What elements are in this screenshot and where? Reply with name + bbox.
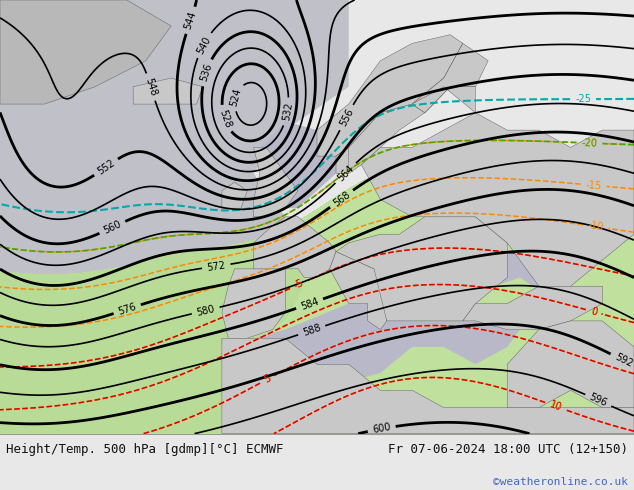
- Text: 560: 560: [102, 219, 123, 236]
- Text: -15: -15: [585, 180, 602, 191]
- Text: 584: 584: [299, 296, 320, 312]
- Polygon shape: [412, 44, 488, 113]
- Text: 5: 5: [262, 373, 272, 385]
- Text: -20: -20: [581, 138, 598, 148]
- Text: 580: 580: [195, 303, 216, 318]
- Polygon shape: [507, 321, 634, 408]
- Text: 540: 540: [195, 34, 212, 55]
- Text: 528: 528: [217, 108, 232, 129]
- Text: -5: -5: [292, 278, 306, 291]
- Text: Height/Temp. 500 hPa [gdmp][°C] ECMWF: Height/Temp. 500 hPa [gdmp][°C] ECMWF: [6, 443, 284, 456]
- Polygon shape: [254, 217, 336, 277]
- Text: 564: 564: [335, 163, 356, 183]
- Polygon shape: [361, 87, 634, 286]
- Text: 568: 568: [331, 189, 352, 208]
- Polygon shape: [0, 0, 349, 434]
- Text: 536: 536: [198, 62, 214, 83]
- Polygon shape: [317, 35, 463, 156]
- Text: Fr 07-06-2024 18:00 UTC (12+150): Fr 07-06-2024 18:00 UTC (12+150): [387, 443, 628, 456]
- Polygon shape: [254, 304, 526, 391]
- Text: 532: 532: [281, 101, 294, 122]
- Polygon shape: [0, 0, 171, 104]
- Polygon shape: [336, 147, 349, 173]
- Text: 596: 596: [588, 392, 609, 409]
- Text: -25: -25: [575, 94, 591, 104]
- Text: 0: 0: [590, 306, 598, 318]
- Text: 572: 572: [206, 260, 226, 272]
- Text: 592: 592: [613, 352, 634, 369]
- Text: 0: 0: [590, 306, 598, 318]
- Text: 600: 600: [372, 422, 392, 435]
- Text: 10: 10: [548, 399, 563, 413]
- Text: -5: -5: [292, 278, 306, 291]
- Text: 544: 544: [183, 10, 198, 31]
- Text: 548: 548: [143, 77, 158, 98]
- Polygon shape: [133, 78, 203, 104]
- Polygon shape: [336, 217, 507, 321]
- Text: ©weatheronline.co.uk: ©weatheronline.co.uk: [493, 477, 628, 487]
- Polygon shape: [254, 147, 298, 217]
- Text: 524: 524: [229, 87, 243, 107]
- Polygon shape: [463, 286, 602, 330]
- Text: -10: -10: [587, 220, 604, 233]
- Text: 10: 10: [548, 399, 563, 413]
- Polygon shape: [463, 251, 545, 295]
- Polygon shape: [222, 338, 634, 434]
- Text: 5: 5: [262, 373, 272, 385]
- Polygon shape: [336, 44, 463, 173]
- Text: 588: 588: [301, 322, 322, 338]
- Polygon shape: [222, 182, 247, 208]
- Text: 556: 556: [338, 107, 355, 128]
- Text: 576: 576: [117, 301, 138, 317]
- Polygon shape: [222, 269, 285, 338]
- Polygon shape: [260, 122, 349, 208]
- Polygon shape: [330, 251, 387, 330]
- Text: -20: -20: [581, 138, 598, 148]
- Text: 552: 552: [96, 158, 117, 176]
